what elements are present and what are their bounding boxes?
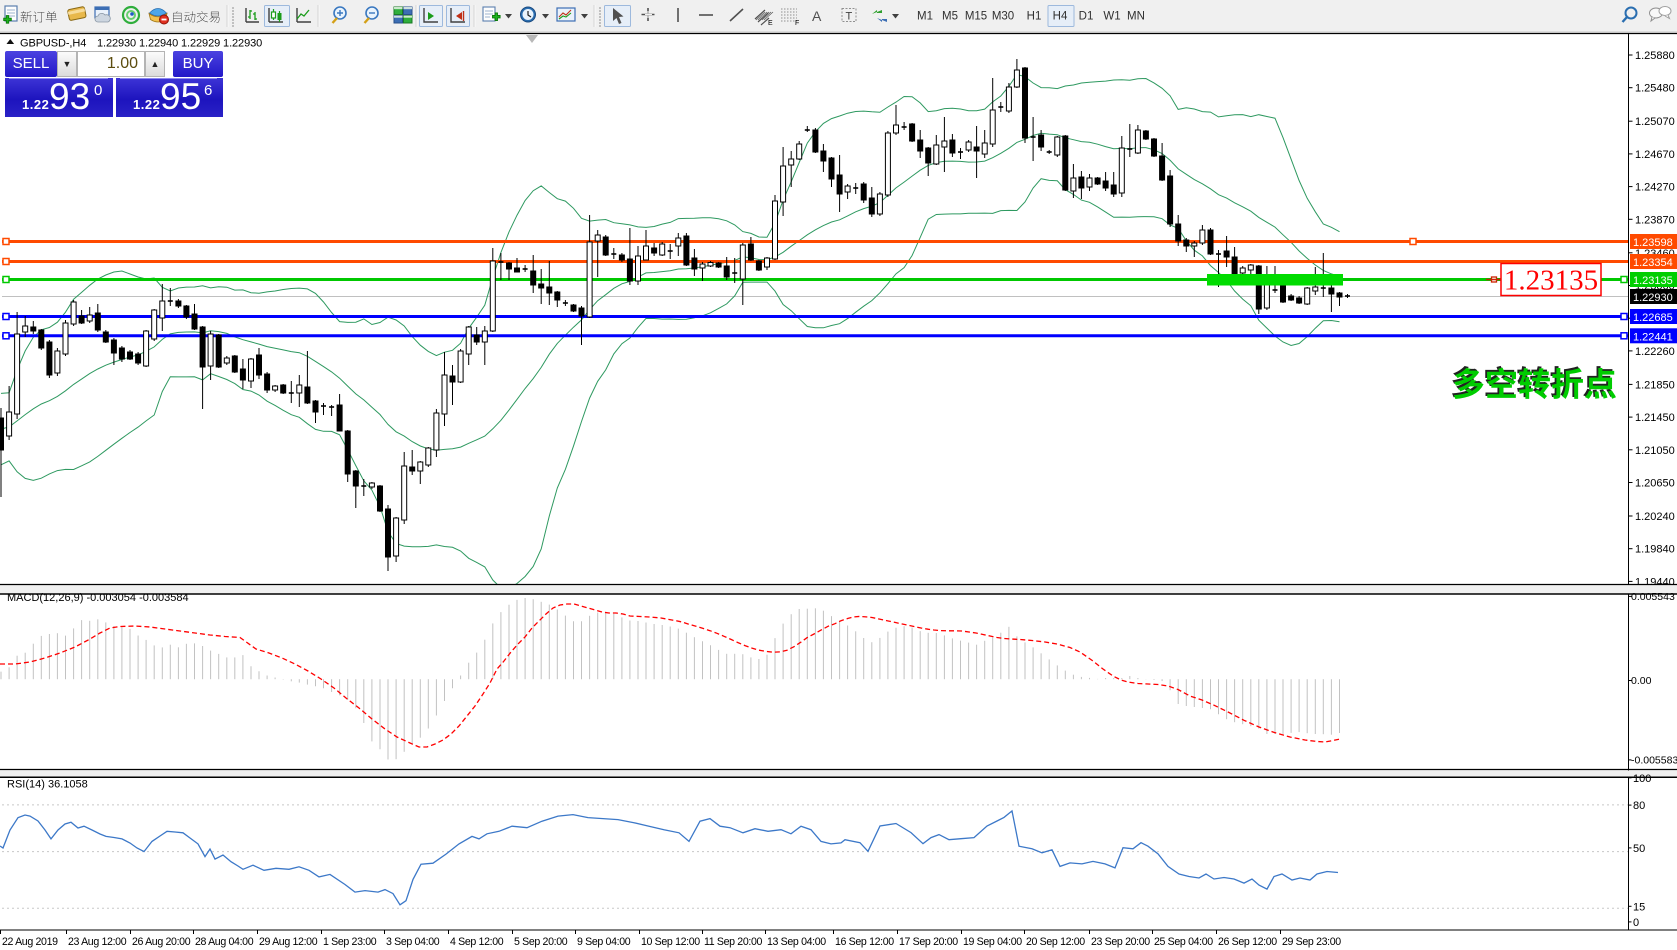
svg-text:1.25070: 1.25070: [1635, 116, 1675, 128]
svg-text:100: 100: [1633, 773, 1651, 785]
svg-text:1.20650: 1.20650: [1635, 478, 1675, 490]
svg-text:1.20240: 1.20240: [1635, 511, 1675, 523]
svg-text:M1: M1: [917, 11, 933, 23]
svg-text:1.22260: 1.22260: [1635, 346, 1675, 358]
svg-text:4 Sep 12:00: 4 Sep 12:00: [450, 936, 504, 948]
svg-text:0.005543: 0.005543: [1631, 591, 1675, 603]
svg-text:F: F: [795, 20, 799, 27]
svg-text:M5: M5: [942, 11, 958, 23]
svg-text:1.22685: 1.22685: [1633, 312, 1673, 324]
svg-text:M30: M30: [992, 11, 1014, 23]
svg-text:1.19840: 1.19840: [1635, 544, 1675, 556]
svg-text:M15: M15: [965, 11, 987, 23]
svg-text:25 Sep 04:00: 25 Sep 04:00: [1154, 936, 1213, 948]
svg-text:29 Sep 23:00: 29 Sep 23:00: [1282, 936, 1341, 948]
svg-text:20 Sep 12:00: 20 Sep 12:00: [1026, 936, 1085, 948]
svg-text:3 Sep 04:00: 3 Sep 04:00: [386, 936, 440, 948]
svg-text:H1: H1: [1027, 11, 1042, 23]
svg-text:1.23135: 1.23135: [1633, 275, 1673, 287]
svg-text:17 Sep 20:00: 17 Sep 20:00: [899, 936, 958, 948]
svg-text:1.22930 1.22940 1.22929 1.2293: 1.22930 1.22940 1.22929 1.22930: [97, 38, 262, 50]
svg-text:1.21850: 1.21850: [1635, 379, 1675, 391]
svg-text:W1: W1: [1103, 11, 1120, 23]
svg-text:H4: H4: [1053, 11, 1068, 23]
svg-text:T: T: [846, 11, 853, 23]
svg-text:16 Sep 12:00: 16 Sep 12:00: [835, 936, 894, 948]
svg-text:1.24270: 1.24270: [1635, 182, 1675, 194]
svg-text:26 Sep 12:00: 26 Sep 12:00: [1218, 936, 1277, 948]
svg-text:1.21050: 1.21050: [1635, 445, 1675, 457]
svg-text:GBPUSD-,H4: GBPUSD-,H4: [20, 38, 86, 50]
svg-text:10 Sep 12:00: 10 Sep 12:00: [641, 936, 700, 948]
svg-text:1.25480: 1.25480: [1635, 83, 1675, 95]
svg-text:9 Sep 04:00: 9 Sep 04:00: [577, 936, 631, 948]
svg-text:D1: D1: [1079, 11, 1094, 23]
svg-text:1.23870: 1.23870: [1635, 214, 1675, 226]
svg-text:1.25880: 1.25880: [1635, 50, 1675, 62]
svg-text:23 Aug 12:00: 23 Aug 12:00: [68, 936, 127, 948]
svg-text:RSI(14) 36.1058: RSI(14) 36.1058: [7, 779, 88, 791]
svg-text:1.22930: 1.22930: [1633, 292, 1673, 304]
svg-text:1.21450: 1.21450: [1635, 412, 1675, 424]
svg-text:0: 0: [1633, 917, 1639, 929]
svg-text:26 Aug 20:00: 26 Aug 20:00: [132, 936, 191, 948]
svg-text:MACD(12,26,9) -0.003054 -0.003: MACD(12,26,9) -0.003054 -0.003584: [7, 592, 189, 604]
svg-text:22 Aug 2019: 22 Aug 2019: [2, 936, 58, 948]
svg-text:0.00: 0.00: [1631, 675, 1652, 687]
svg-text:11 Sep 20:00: 11 Sep 20:00: [704, 936, 763, 948]
svg-text:1.23598: 1.23598: [1633, 237, 1673, 249]
svg-text:1 Sep 23:00: 1 Sep 23:00: [323, 936, 377, 948]
svg-text:1.24670: 1.24670: [1635, 149, 1675, 161]
svg-text:28 Aug 04:00: 28 Aug 04:00: [195, 936, 254, 948]
svg-text:1.22441: 1.22441: [1633, 331, 1673, 343]
svg-text:15: 15: [1633, 901, 1645, 913]
svg-text:80: 80: [1633, 800, 1645, 812]
svg-text:1.23354: 1.23354: [1633, 257, 1673, 269]
svg-text:E: E: [768, 20, 773, 27]
svg-text:5 Sep 20:00: 5 Sep 20:00: [514, 936, 568, 948]
svg-text:29 Aug 12:00: 29 Aug 12:00: [259, 936, 318, 948]
svg-text:A: A: [812, 8, 822, 24]
svg-text:50: 50: [1633, 843, 1645, 855]
svg-text:-0.005583: -0.005583: [1631, 755, 1677, 767]
svg-text:19 Sep 04:00: 19 Sep 04:00: [963, 936, 1022, 948]
svg-text:13 Sep 04:00: 13 Sep 04:00: [767, 936, 826, 948]
svg-text:23 Sep 20:00: 23 Sep 20:00: [1091, 936, 1150, 948]
svg-text:MN: MN: [1127, 11, 1145, 23]
svg-text:1.23135: 1.23135: [1504, 265, 1598, 297]
